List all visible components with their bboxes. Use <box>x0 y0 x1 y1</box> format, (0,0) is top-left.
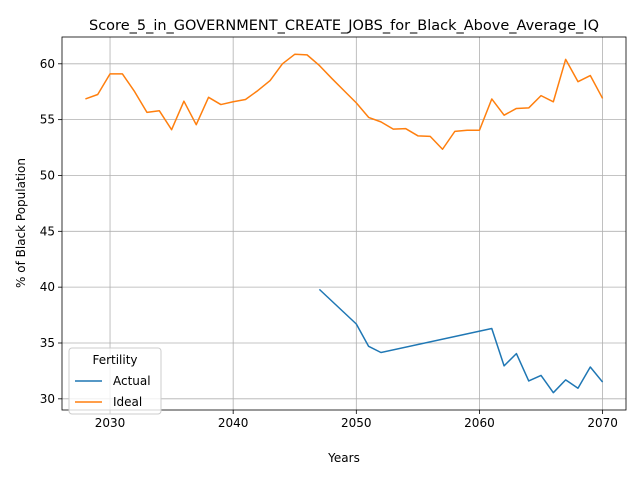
series-layer <box>85 53 604 394</box>
legend-label-ideal: Ideal <box>113 395 142 409</box>
series-line-actual <box>318 288 604 394</box>
y-axis-label: % of Black Population <box>14 158 28 288</box>
legend-title: Fertility <box>92 353 137 367</box>
series-line-ideal <box>85 53 604 150</box>
x-tick-label: 2060 <box>464 416 495 430</box>
x-tick-label: 2040 <box>218 416 249 430</box>
legend-box <box>68 347 162 415</box>
legend-label-actual: Actual <box>113 374 151 388</box>
grid-lines <box>62 37 626 410</box>
y-tick-label: 30 <box>40 392 55 406</box>
x-axis-label: Years <box>327 451 360 465</box>
x-tick-label: 2070 <box>587 416 618 430</box>
x-axis-ticks: 2030 2040 2050 2060 2070 <box>95 410 618 430</box>
chart-title: Score_5_in_GOVERNMENT_CREATE_JOBS_for_Bl… <box>89 18 599 34</box>
legend: Fertility Actual Ideal <box>68 347 162 415</box>
x-tick-label: 2030 <box>95 416 126 430</box>
y-axis-ticks: 30 35 40 45 50 55 60 <box>40 57 62 406</box>
y-tick-label: 55 <box>40 113 55 127</box>
y-tick-label: 35 <box>40 336 55 350</box>
y-tick-label: 40 <box>40 280 55 294</box>
legend-items: Actual Ideal <box>75 374 151 409</box>
y-tick-label: 60 <box>40 57 55 71</box>
plot-frame <box>61 36 627 411</box>
y-tick-label: 50 <box>40 168 55 182</box>
x-tick-label: 2050 <box>341 416 372 430</box>
y-tick-label: 45 <box>40 224 55 238</box>
